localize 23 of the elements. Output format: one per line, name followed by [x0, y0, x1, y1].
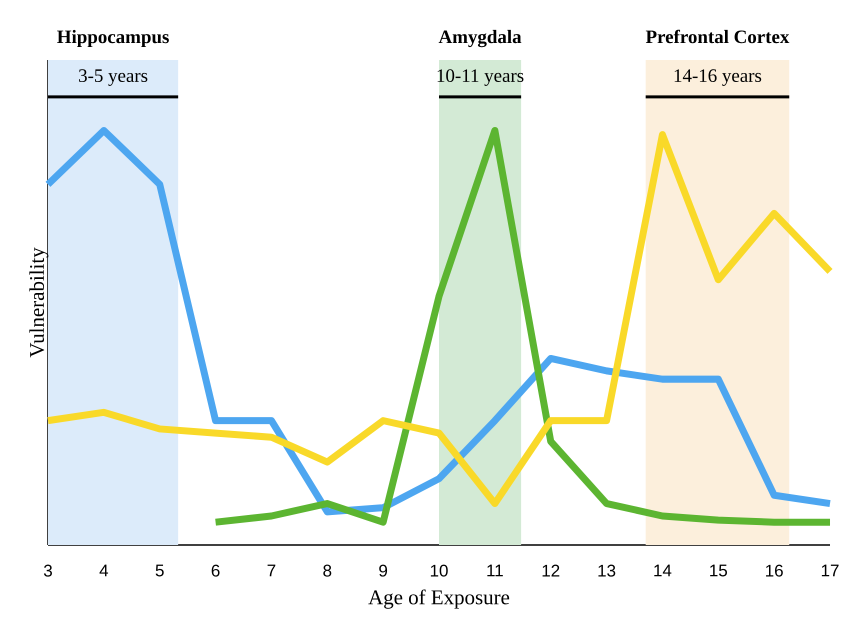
x-tick-label: 10	[430, 564, 448, 577]
text: Prefrontal Cortex	[646, 30, 790, 44]
band-label: 3-5 years	[79, 69, 148, 86]
x-tick-label: 6	[212, 564, 220, 577]
x-axis-title: Age of Exposure	[368, 589, 510, 609]
x-tick-label: 14	[654, 564, 672, 576]
x-tick-label: 12	[542, 564, 560, 576]
y-axis-title: Vulnerability	[29, 247, 48, 358]
band-label: 10-11 years	[438, 69, 524, 86]
x-tick-label: 9	[379, 564, 388, 577]
band-label: 14-16 years	[674, 69, 762, 86]
x-tick-label: 7	[268, 564, 276, 576]
x-tick-label: 11	[487, 564, 503, 576]
text: Amygdala	[438, 30, 522, 48]
x-tick-label: 16	[766, 564, 783, 577]
x-tick-label: 3	[44, 564, 52, 577]
x-tick-label: 15	[710, 564, 727, 576]
x-tick-label: 17	[822, 564, 839, 576]
text: Hippocampus	[57, 30, 169, 48]
x-tick-label: 5	[156, 564, 164, 576]
x-tick-label: 8	[323, 564, 332, 577]
x-tick-label: 13	[598, 564, 616, 577]
x-tick-label: 4	[100, 564, 108, 576]
